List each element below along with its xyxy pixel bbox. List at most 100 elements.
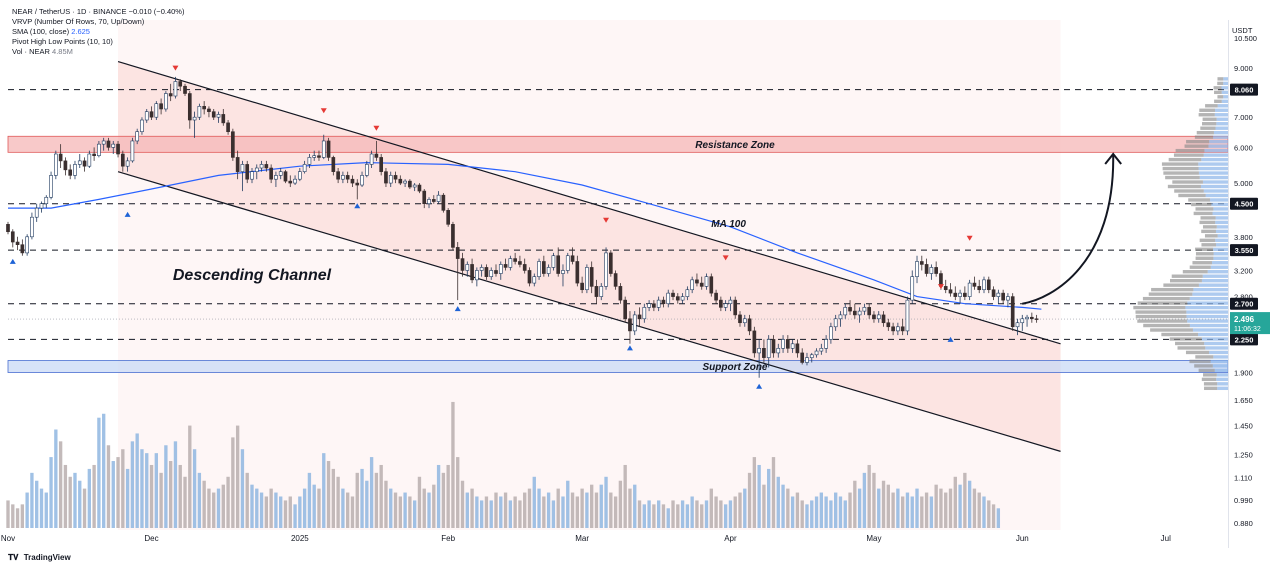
y-tick-label: 5.000 [1234,179,1253,188]
volume-profile-bar [1187,301,1228,304]
volume-profile-bar [1176,149,1205,152]
legend-indicator-pivots: Pivot High Low Points (10, 10) [12,37,184,47]
volume-bar [987,500,990,528]
volume-bar [901,496,904,528]
candle-body [949,290,952,293]
volume-profile-bar [1213,207,1228,210]
volume-bar [748,473,751,528]
volume-profile-bar [1196,252,1214,255]
volume-bar [882,481,885,528]
volume-bar [169,461,172,528]
candle-body [332,157,335,171]
volume-profile-bar [1202,122,1216,125]
support-zone [8,361,1228,373]
volume-bar [399,496,402,528]
candle-body [212,112,215,118]
volume-profile-bar [1202,337,1228,340]
candle-body [88,154,91,166]
volume-bar [217,489,220,528]
candle-body [380,157,383,171]
volume-profile-bar [1215,109,1228,112]
candle-body [992,290,995,297]
volume-bar [451,402,454,528]
volume-profile-bar [1186,315,1228,318]
volume-profile-bar [1208,144,1228,147]
volume-bar [6,500,9,528]
candle-body [1016,323,1019,327]
volume-bar [690,496,693,528]
volume-bar [791,496,794,528]
volume-bar [145,453,148,528]
volume-bar [714,496,717,528]
volume-bar [303,489,306,528]
candle-body [877,315,880,319]
candle-body [815,351,818,355]
ma100-label: MA 100 [711,219,746,230]
candle-body [456,247,459,258]
x-tick-label: Dec [144,534,158,543]
volume-profile-bar [1197,131,1214,134]
volume-bar [222,485,225,528]
currency-label[interactable]: USDT [1232,26,1252,35]
volume-profile-bar [1203,373,1217,376]
candle-body [566,256,569,271]
volume-profile-bar [1136,315,1187,318]
volume-bar [179,465,182,528]
volume-bar [872,473,875,528]
candle-body [107,141,110,147]
volume-bar [202,481,205,528]
volume-profile-bar [1203,180,1228,183]
candle-body [978,286,981,289]
volume-bar [394,493,397,528]
volume-profile-bar [1192,292,1228,295]
volume-profile-bar [1199,109,1215,112]
volume-bar [375,473,378,528]
volume-bar [868,465,871,528]
volume-bar [499,496,502,528]
candle-body [834,319,837,327]
volume-profile-bar [1213,248,1228,251]
volume-bar [260,493,263,528]
volume-bar [121,449,124,528]
volume-bar [246,473,249,528]
candle-body [605,253,608,286]
volume-bar [193,449,196,528]
volume-bar [762,485,765,528]
volume-bar [566,481,569,528]
volume-bar [772,457,775,528]
candle-body [361,175,364,185]
volume-profile-bar [1217,225,1228,228]
volume-profile-bar [1199,171,1228,174]
candle-body [432,199,435,201]
volume-bar [557,489,560,528]
y-tick-label: 0.990 [1234,496,1253,505]
tradingview-logo[interactable]: 𝐓𝐕 TradingView [8,553,71,563]
candle-body [83,161,86,166]
volume-profile-bar [1178,194,1205,197]
candle-body [11,232,14,242]
volume-profile-bar [1217,118,1228,121]
candle-body [1026,317,1029,319]
candle-body [112,144,115,147]
volume-bar [97,418,100,528]
volume-profile-bar [1217,95,1223,98]
volume-profile-bar [1189,360,1210,363]
candle-body [614,274,617,287]
candle-body [179,81,182,86]
volume-profile-bar [1199,113,1215,116]
price-axis-divider [1228,20,1229,548]
volume-bar [633,485,636,528]
candle-body [480,267,483,270]
brand-name: TradingView [24,553,71,562]
volume-bar [968,481,971,528]
volume-profile-bar [1215,113,1228,116]
volume-profile-bar [1217,382,1228,385]
candle-body [327,141,330,157]
volume-profile-bar [1213,212,1228,215]
x-tick-label: Apr [724,534,737,543]
candle-body [643,307,646,318]
candle-body [657,300,660,307]
volume-bar [25,493,28,528]
candle-body [514,259,517,262]
volume-profile-bar [1161,333,1198,336]
